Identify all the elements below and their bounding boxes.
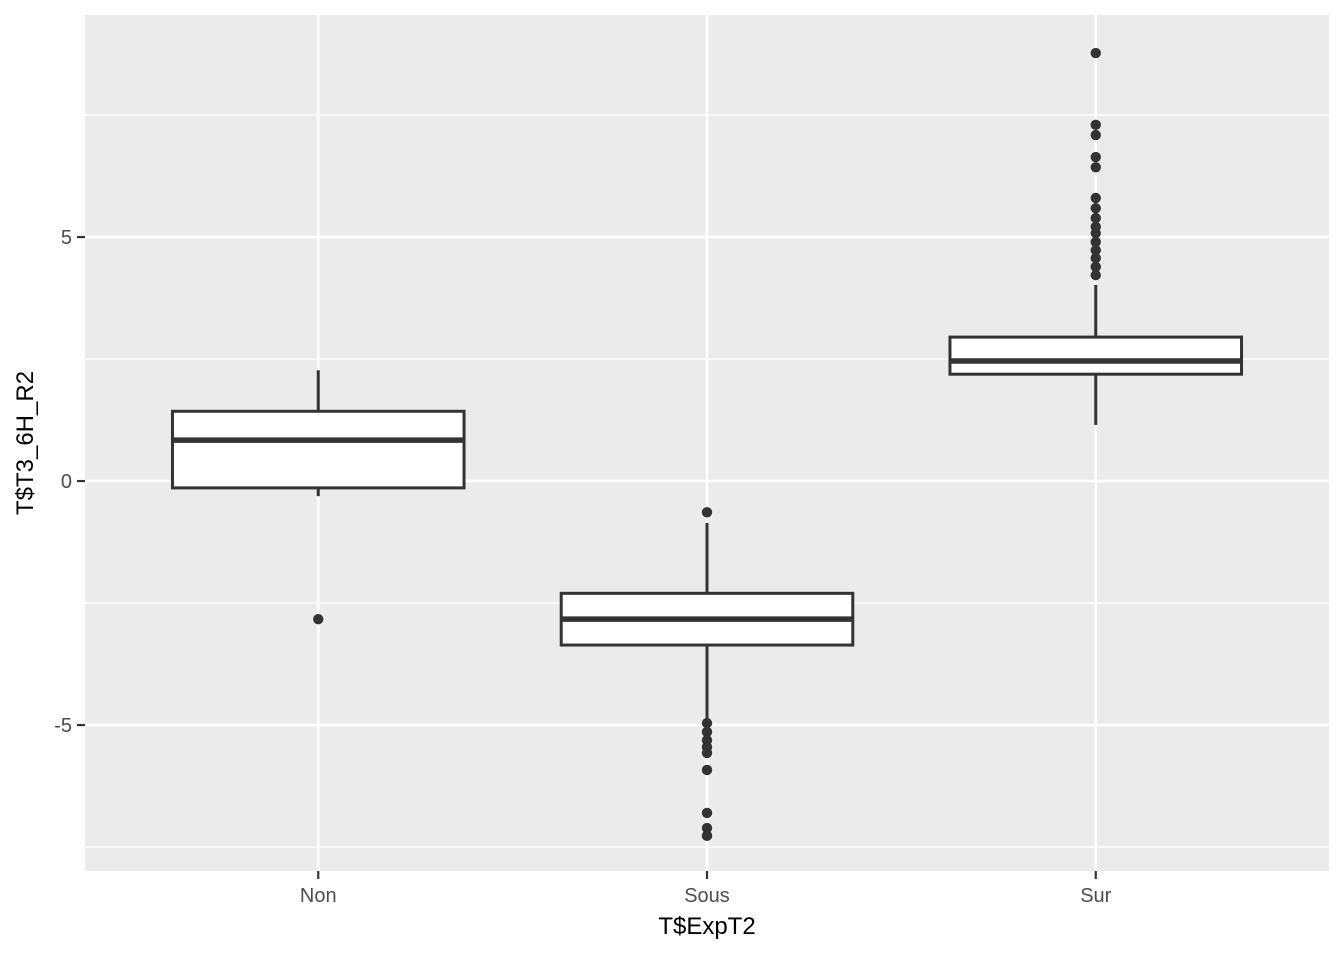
outlier-point	[1090, 47, 1101, 59]
x-tick-label-sous: Sous	[684, 885, 730, 907]
iqr-box	[948, 335, 1244, 376]
box-layer	[170, 47, 1244, 842]
outlier-point	[701, 507, 713, 518]
outlier-point	[1090, 203, 1101, 214]
iqr-box	[170, 409, 466, 490]
outlier-point	[1090, 245, 1101, 256]
outlier-point	[1090, 236, 1101, 248]
x-tick-label-sur: Sur	[1080, 885, 1111, 907]
outlier-point	[701, 822, 713, 834]
outlier-point	[1090, 212, 1101, 224]
y-tick-label-5: 5	[61, 227, 72, 249]
axis-layer: -5 0 5 Non Sous Sur	[54, 227, 1111, 907]
boxplot-sous	[559, 507, 855, 842]
outlier-point	[1090, 269, 1101, 281]
boxplot-sur	[948, 47, 1244, 425]
outlier-point	[1090, 221, 1101, 233]
outlier-point	[701, 830, 713, 842]
outlier-point	[1090, 261, 1101, 273]
outlier-point	[1090, 162, 1101, 173]
x-axis-title: T$ExpT2	[658, 913, 755, 940]
outlier-point	[313, 613, 324, 625]
y-axis-title: T$T3_6H_R2	[12, 371, 39, 515]
outlier-point	[701, 726, 713, 738]
x-tick-label-non: Non	[300, 885, 337, 907]
outlier-point	[701, 807, 713, 819]
outlier-point	[701, 717, 713, 729]
outlier-point	[1090, 151, 1101, 163]
outlier-point	[1090, 129, 1101, 141]
outlier-point	[1090, 119, 1101, 131]
boxplot-non	[170, 370, 466, 625]
outlier-point	[1090, 192, 1101, 204]
y-tick-label--5: -5	[54, 715, 72, 737]
y-tick-label-0: 0	[61, 471, 72, 493]
outlier-point	[701, 764, 713, 776]
outlier-point	[701, 747, 713, 759]
outlier-point	[1090, 252, 1101, 264]
